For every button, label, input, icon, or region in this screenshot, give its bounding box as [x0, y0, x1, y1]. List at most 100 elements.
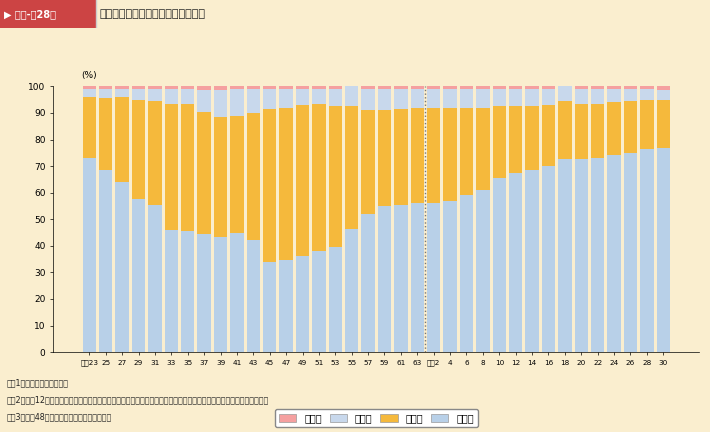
Bar [197, 111, 211, 234]
Bar [165, 104, 178, 230]
Bar [312, 251, 326, 352]
Bar [657, 90, 670, 100]
Text: 注　1　警察庁資料による。: 注 1 警察庁資料による。 [7, 378, 69, 387]
Bar [624, 89, 637, 101]
Bar [345, 229, 359, 352]
Bar [607, 89, 621, 102]
Bar [132, 199, 146, 352]
Bar [525, 89, 539, 106]
Bar [82, 158, 96, 352]
Bar [624, 101, 637, 153]
Bar [460, 89, 473, 108]
Bar [165, 86, 178, 89]
Bar [345, 106, 359, 229]
Bar [82, 97, 96, 158]
Bar [181, 89, 195, 104]
Bar [214, 117, 227, 236]
Bar [493, 106, 506, 178]
Bar [345, 84, 359, 86]
Bar [181, 86, 195, 89]
Bar [329, 106, 342, 247]
Bar [246, 113, 260, 241]
Bar [280, 89, 293, 108]
Bar [230, 86, 244, 89]
Bar [296, 89, 310, 105]
Bar [263, 109, 276, 262]
Bar [99, 89, 112, 98]
Bar [640, 149, 654, 352]
FancyBboxPatch shape [0, 0, 96, 28]
Bar [378, 206, 391, 352]
Bar [82, 89, 96, 97]
Bar [591, 104, 604, 158]
Bar [230, 116, 244, 232]
Bar [116, 182, 129, 352]
Bar [525, 170, 539, 352]
Text: ▶ 特集-第28図: ▶ 特集-第28図 [4, 9, 55, 19]
Bar [460, 195, 473, 352]
Bar [378, 110, 391, 206]
Bar [624, 153, 637, 352]
Bar [542, 166, 555, 352]
Bar [493, 89, 506, 106]
Bar [476, 89, 490, 108]
Bar [427, 86, 440, 89]
Bar [509, 106, 523, 173]
Bar [525, 86, 539, 89]
Bar [640, 86, 654, 89]
Bar [476, 108, 490, 190]
Bar [558, 84, 572, 86]
Bar [246, 241, 260, 352]
Bar [378, 89, 391, 110]
Text: 3　昭和48年以前は，沖縄県を含まない。: 3 昭和48年以前は，沖縄県を含まない。 [7, 413, 112, 422]
Bar [443, 89, 457, 108]
Bar [246, 86, 260, 89]
Bar [493, 86, 506, 89]
Bar [657, 86, 670, 90]
Bar [312, 89, 326, 104]
Bar [230, 232, 244, 352]
Bar [312, 86, 326, 89]
Bar [214, 90, 227, 117]
Bar [591, 86, 604, 89]
Bar [460, 108, 473, 195]
Bar [132, 86, 146, 89]
Bar [525, 106, 539, 170]
Text: (%): (%) [81, 71, 97, 80]
Bar [165, 230, 178, 352]
Bar [558, 86, 572, 101]
Bar [361, 89, 375, 110]
Bar [280, 86, 293, 89]
Bar [280, 108, 293, 260]
Bar [329, 86, 342, 89]
Bar [427, 203, 440, 352]
Bar [345, 86, 359, 106]
Bar [443, 108, 457, 200]
Bar [116, 89, 129, 97]
Bar [116, 97, 129, 182]
Bar [574, 159, 588, 352]
Bar [410, 203, 424, 352]
Bar [443, 86, 457, 89]
Bar [558, 101, 572, 159]
Bar [361, 110, 375, 214]
Bar [214, 236, 227, 352]
Bar [214, 86, 227, 90]
Bar [607, 156, 621, 352]
Bar [493, 178, 506, 352]
Bar [476, 86, 490, 89]
Bar [558, 159, 572, 352]
Bar [165, 89, 178, 104]
Bar [197, 86, 211, 90]
Bar [476, 190, 490, 352]
Bar [99, 170, 112, 352]
Bar [148, 205, 162, 352]
Bar [99, 86, 112, 89]
Bar [280, 260, 293, 352]
Bar [361, 214, 375, 352]
Bar [657, 147, 670, 352]
Bar [246, 89, 260, 113]
Bar [329, 247, 342, 352]
Bar [657, 100, 670, 147]
Bar [148, 89, 162, 101]
